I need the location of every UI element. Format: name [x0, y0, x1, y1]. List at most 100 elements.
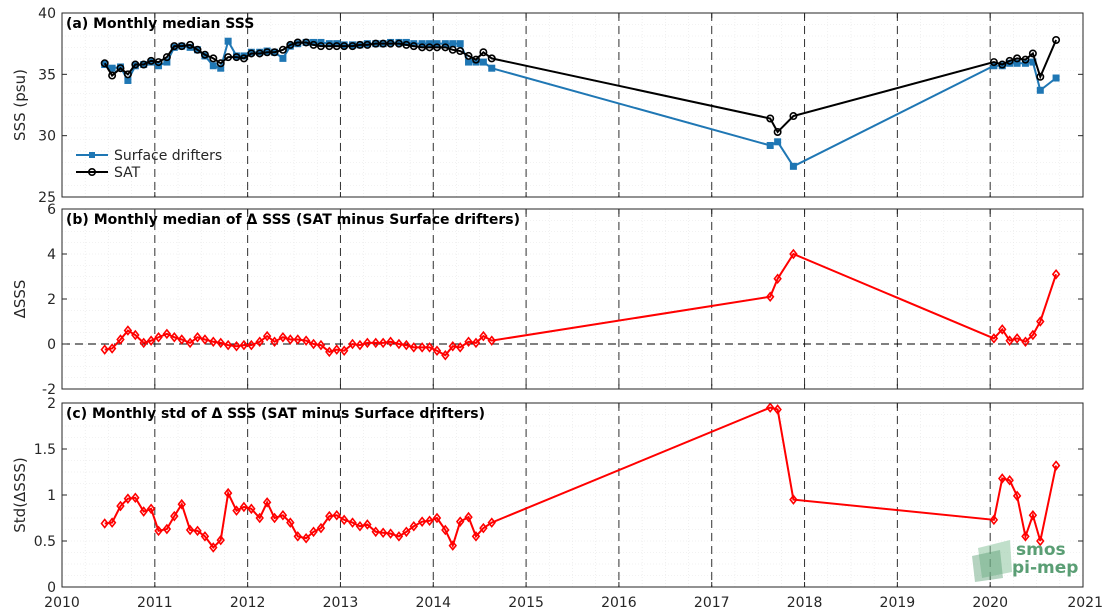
data-point [456, 47, 465, 56]
data-point [479, 522, 488, 534]
data-point [425, 342, 434, 353]
data-point [146, 503, 156, 515]
data-point [170, 331, 179, 343]
data-point [139, 506, 148, 517]
data-point [378, 337, 388, 349]
y-tick-label: -2 [42, 382, 56, 398]
data-point [232, 340, 241, 352]
data-point [170, 510, 179, 522]
y-tick-label: 1 [47, 488, 56, 504]
data-point [131, 60, 140, 69]
data-point [255, 336, 264, 348]
data-point [471, 337, 481, 349]
x-tick-label: 2014 [415, 595, 451, 611]
data-point [216, 337, 225, 349]
data-point [186, 40, 195, 49]
data-point [432, 345, 442, 357]
data-point [441, 43, 450, 52]
panel-title: (a) Monthly median SSS [66, 16, 254, 32]
data-point [417, 342, 427, 353]
data-point [270, 512, 279, 524]
data-point [409, 342, 419, 353]
data-point [325, 510, 334, 522]
data-point [479, 48, 488, 57]
data-point [217, 64, 225, 72]
series-delta-2 [100, 402, 1061, 553]
data-point [774, 138, 782, 146]
data-point [471, 55, 480, 64]
data-point [100, 59, 109, 68]
data-point [100, 344, 109, 355]
data-point [402, 339, 411, 351]
y-tick-label: 4 [47, 247, 56, 263]
legend-marker [89, 152, 95, 158]
data-point [363, 519, 372, 530]
data-point [116, 334, 125, 345]
data-point [487, 335, 496, 346]
y-tick-label: 0 [47, 337, 56, 353]
x-tick-label: 2019 [880, 595, 916, 611]
y-tick-label: 2 [47, 396, 56, 412]
data-point [100, 518, 109, 529]
data-point [123, 70, 132, 79]
data-point [146, 335, 156, 346]
data-point [177, 42, 186, 51]
data-point [309, 40, 318, 49]
data-point [773, 127, 782, 136]
data-point [286, 40, 295, 49]
data-point [123, 493, 133, 504]
data-point [162, 53, 171, 62]
data-point [464, 336, 473, 348]
data-point [200, 50, 209, 59]
data-point [409, 520, 419, 532]
data-point [325, 42, 334, 51]
data-point [147, 56, 156, 65]
legend-marker [88, 168, 97, 177]
data-point [193, 45, 202, 54]
data-point [278, 45, 287, 54]
data-point [789, 112, 798, 121]
data-point [479, 330, 488, 342]
data-point [302, 38, 311, 47]
data-point [162, 523, 172, 535]
y-tick-label: 40 [38, 6, 56, 22]
data-point [216, 534, 225, 546]
data-point [209, 336, 218, 348]
data-point [255, 49, 264, 58]
data-point [107, 517, 117, 528]
data-point [409, 42, 418, 51]
data-point [989, 333, 999, 344]
data-point [355, 520, 365, 532]
data-point [193, 525, 202, 537]
y-tick-label: 35 [38, 67, 56, 83]
data-point [386, 336, 395, 348]
data-point [363, 40, 372, 49]
x-axis-tick-labels: 2010 2011 2012 2013 2014 2015 2016 2017 2018 2019… [44, 595, 1103, 611]
data-point [348, 338, 357, 350]
data-point [448, 45, 457, 54]
data-point [339, 514, 349, 526]
data-point [487, 54, 496, 63]
data-point [449, 40, 457, 48]
data-point [378, 527, 388, 539]
data-point [1005, 56, 1014, 65]
data-point [316, 42, 325, 51]
data-point [262, 497, 272, 508]
data-point [773, 404, 782, 415]
data-point [425, 43, 434, 52]
data-point [766, 114, 775, 123]
data-point [464, 511, 473, 523]
data-point [262, 330, 272, 342]
data-point [116, 64, 125, 73]
data-point [139, 60, 148, 69]
data-point [278, 509, 288, 521]
data-point [765, 291, 775, 303]
data-point [371, 39, 380, 48]
data-point [309, 526, 318, 538]
data-point [270, 336, 279, 348]
data-point [301, 335, 311, 346]
data-point [789, 162, 797, 170]
data-point [340, 42, 349, 51]
series-line [104, 406, 1058, 549]
